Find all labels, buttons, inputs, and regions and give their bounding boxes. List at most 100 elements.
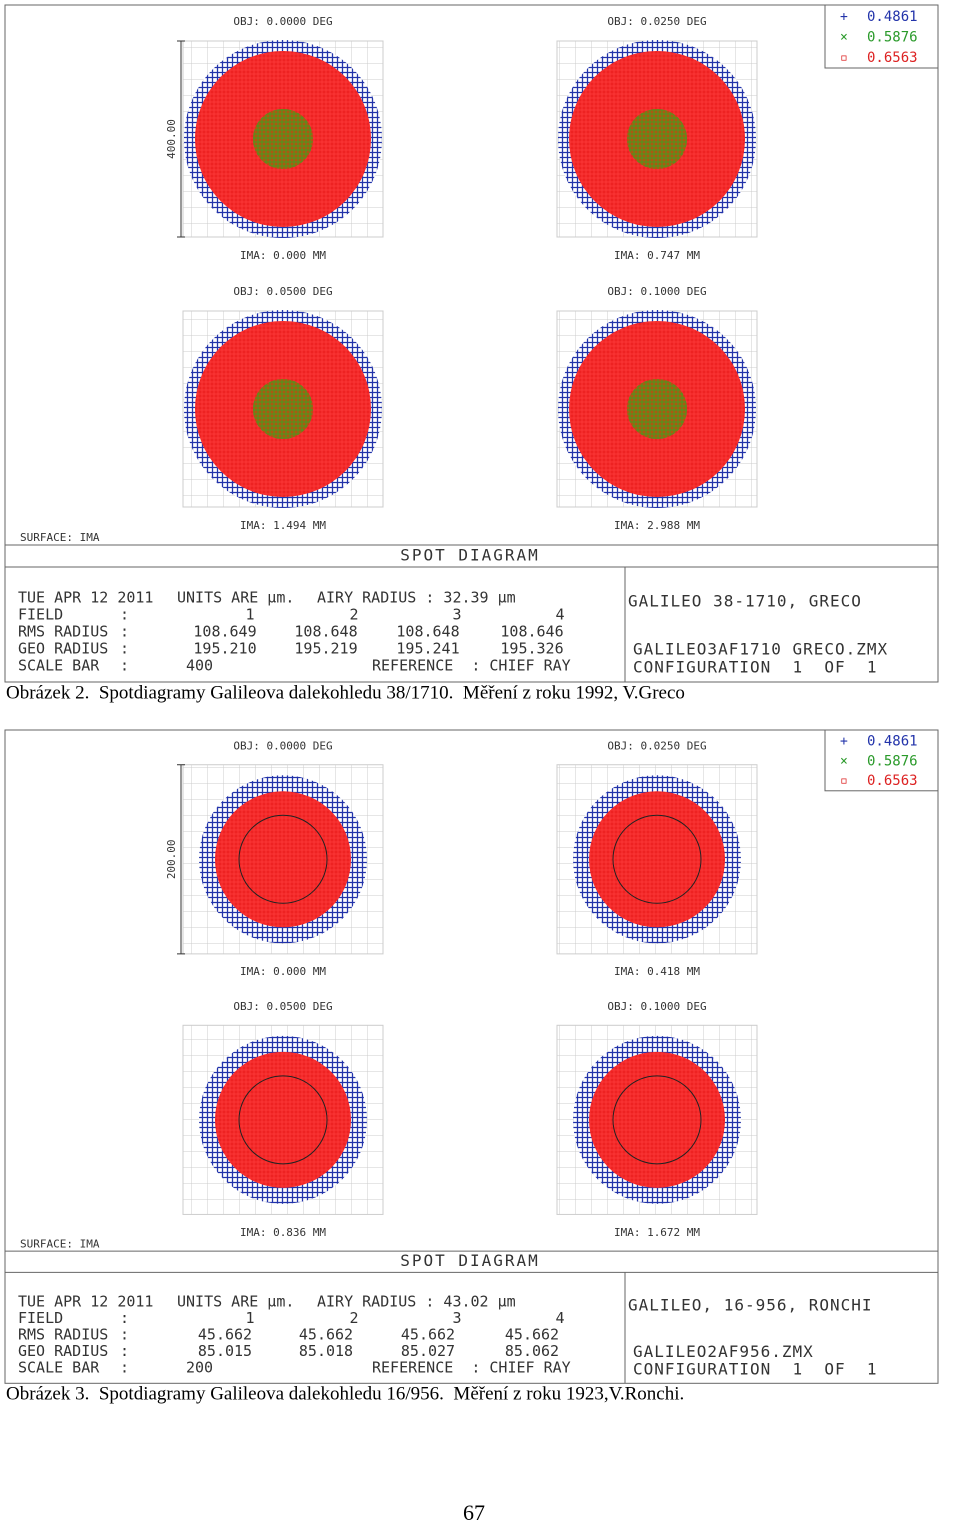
ima-label: IMA: 0.418 MM (614, 965, 700, 978)
lens-file: GALILEO2AF956.ZMX (633, 1342, 814, 1361)
row-value: 3 (452, 1309, 461, 1327)
spot-green (253, 109, 313, 169)
row-label: SCALE BAR (18, 657, 100, 675)
row-value: 85.027 (401, 1342, 455, 1360)
configuration: CONFIGURATION 1 OF 1 (633, 658, 878, 677)
legend-wavelength: 0.5876 (867, 753, 918, 769)
row-value: 108.648 (396, 623, 459, 641)
obj-label: OBJ: 0.0500 DEG (233, 285, 332, 298)
row-label: GEO RADIUS (18, 1342, 108, 1360)
row-value: 108.648 (294, 623, 357, 641)
scale-label: 400.00 (165, 119, 178, 159)
row-value: 400 (186, 657, 213, 675)
page-number: 67 (463, 1500, 485, 1525)
legend-wavelength: 0.5876 (867, 30, 918, 46)
row-label: SCALE BAR (18, 1358, 100, 1376)
ima-label: IMA: 0.000 MM (240, 965, 326, 978)
legend-wavelength: 0.4861 (867, 9, 918, 25)
scale-label: 200.00 (165, 839, 178, 879)
legend-marker: + (840, 734, 848, 749)
row-sep: : (120, 640, 129, 658)
legend-box (824, 729, 939, 792)
airy-circle (612, 814, 702, 904)
legend-wavelength: 0.6563 (867, 773, 918, 789)
ima-label: IMA: 0.000 MM (240, 249, 326, 262)
spot-red (215, 1051, 351, 1188)
lens-name: GALILEO, 16-956, RONCHI (628, 1296, 873, 1315)
legend-wavelength: 0.4861 (867, 734, 918, 750)
row-value: 195.326 (500, 640, 563, 658)
caption: Obrázek 2. Spotdiagramy Galileova daleko… (6, 682, 685, 703)
obj-label: OBJ: 0.0000 DEG (233, 739, 332, 752)
row-label: RMS RADIUS (18, 623, 108, 641)
figure-frame (4, 4, 939, 683)
row-value: 195.241 (396, 640, 459, 658)
row-value: 1 (245, 1309, 254, 1327)
row-value: 195.219 (294, 640, 357, 658)
reference: REFERENCE : CHIEF RAY (372, 1358, 571, 1376)
obj-label: OBJ: 0.0250 DEG (607, 15, 706, 28)
ima-label: IMA: 1.494 MM (240, 519, 326, 532)
spot-red (215, 791, 351, 928)
lens-file: GALILEO3AF1710 GRECO.ZMX (633, 640, 888, 659)
row-value: 45.662 (505, 1326, 559, 1344)
row-value: 45.662 (299, 1326, 353, 1344)
diagram-title: SPOT DIAGRAM (400, 546, 540, 565)
diagram-title: SPOT DIAGRAM (400, 1251, 540, 1270)
obj-label: OBJ: 0.0500 DEG (233, 1000, 332, 1013)
row-sep: : (120, 1342, 129, 1360)
airy-circle (238, 1075, 328, 1165)
units: UNITS ARE µm. (177, 1293, 294, 1311)
row-value: 45.662 (401, 1326, 455, 1344)
spot-red (589, 1051, 725, 1188)
row-sep: : (120, 657, 129, 675)
row-value: 1 (245, 606, 254, 624)
caption: Obrázek 3. Spotdiagramy Galileova daleko… (6, 1384, 684, 1405)
ima-label: IMA: 2.988 MM (614, 519, 700, 532)
row-label: RMS RADIUS (18, 1326, 108, 1344)
row-value: 4 (555, 1309, 564, 1327)
obj-label: OBJ: 0.0000 DEG (233, 15, 332, 28)
legend-wavelength: 0.6563 (867, 50, 918, 66)
row-value: 195.210 (193, 640, 256, 658)
obj-label: OBJ: 0.1000 DEG (607, 285, 706, 298)
obj-label: OBJ: 0.1000 DEG (607, 1000, 706, 1013)
lens-name: GALILEO 38-1710, GRECO (628, 592, 862, 611)
row-value: 45.662 (198, 1326, 252, 1344)
ima-label: IMA: 0.747 MM (614, 249, 700, 262)
row-label: FIELD (18, 606, 63, 624)
row-sep: : (120, 1326, 129, 1344)
row-sep: : (120, 606, 129, 624)
ima-label: IMA: 0.836 MM (240, 1226, 326, 1239)
spot-green (627, 109, 687, 169)
row-sep: : (120, 1309, 129, 1327)
configuration: CONFIGURATION 1 OF 1 (633, 1359, 878, 1378)
airy-circle (612, 1075, 702, 1165)
legend-marker: ▫ (840, 51, 848, 66)
ima-label: IMA: 1.672 MM (614, 1226, 700, 1239)
airy-circle (238, 814, 328, 904)
legend-marker: + (840, 10, 848, 25)
row-value: 3 (452, 606, 461, 624)
obj-label: OBJ: 0.0250 DEG (607, 739, 706, 752)
spot-green (627, 379, 687, 439)
row-value: 2 (349, 606, 358, 624)
airy-radius: AIRY RADIUS : 43.02 µm (317, 1293, 516, 1311)
row-sep: : (120, 623, 129, 641)
row-label: FIELD (18, 1309, 63, 1327)
surface-label: SURFACE: IMA (20, 531, 100, 544)
legend-box (824, 4, 939, 69)
legend-marker: × (840, 754, 848, 769)
legend-marker: ▫ (840, 774, 848, 789)
row-value: 85.062 (505, 1342, 559, 1360)
row-value: 85.015 (198, 1342, 252, 1360)
row-value: 200 (186, 1358, 213, 1376)
row-value: 85.018 (299, 1342, 353, 1360)
row-value: 108.649 (193, 623, 256, 641)
date: TUE APR 12 2011 (18, 1293, 153, 1311)
spot-red (589, 791, 725, 928)
date: TUE APR 12 2011 (18, 589, 153, 607)
spot-green (253, 379, 313, 439)
row-sep: : (120, 1358, 129, 1376)
